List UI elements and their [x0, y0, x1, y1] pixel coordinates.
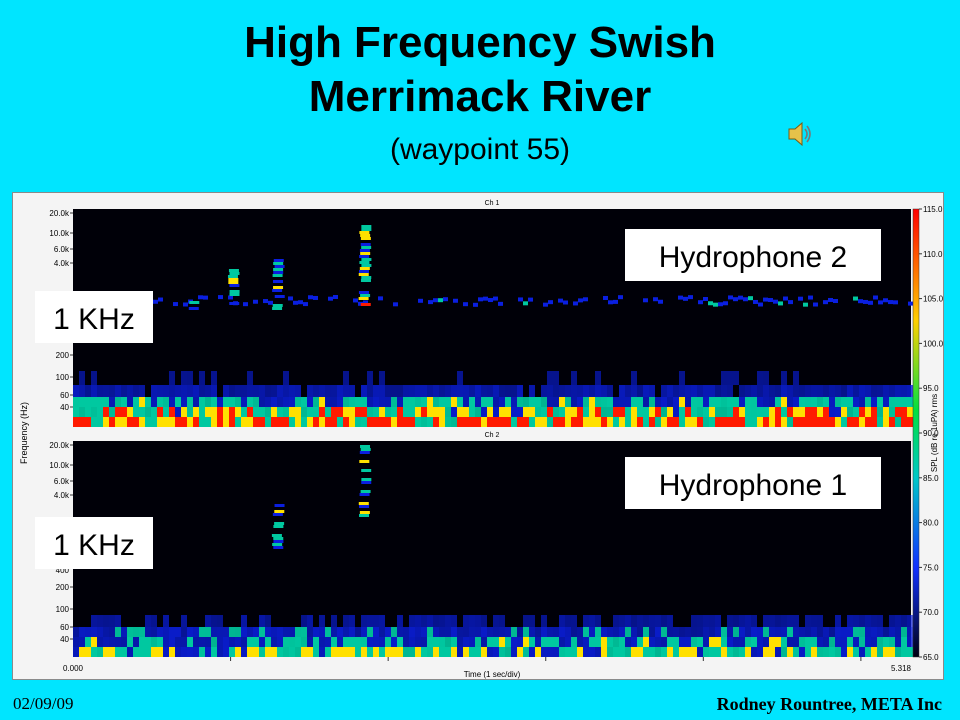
hydrophone-label-text: Hydrophone 2	[659, 241, 847, 274]
y-axis-label: Frequency (Hz)	[19, 402, 29, 464]
y-tick-label: 400	[56, 566, 70, 575]
y-tick-label: 40	[60, 403, 69, 412]
colorbar-label: SPL (dB re 1uPA) rms	[930, 394, 939, 472]
channel-label: Ch 2	[485, 432, 500, 439]
hydrophone-label: Hydrophone 2	[625, 229, 881, 281]
spectrogram-events	[188, 225, 372, 310]
y-tick-label: 10.0k	[49, 461, 70, 470]
channel-label: Ch 1	[485, 200, 500, 207]
hydrophone-label: Hydrophone 1	[625, 457, 881, 509]
colorbar-tick-label: 105.0	[923, 295, 943, 304]
y-tick-label: 200	[56, 583, 70, 592]
x-tick-label: 5.318	[891, 664, 912, 673]
colorbar-tick-label: 80.0	[923, 519, 939, 528]
frequency-marker-text: 1 KHz	[53, 529, 135, 562]
x-axis-label: Time (1 sec/div)	[464, 670, 521, 679]
hydrophone-label-text: Hydrophone 1	[659, 469, 847, 502]
hydrophone-label-box	[625, 229, 881, 281]
spectrogram-cells	[73, 295, 913, 427]
slide-title-location: Merrimack River	[308, 72, 652, 121]
colorbar	[912, 208, 920, 658]
colorbar-tick-label: 115.0	[923, 205, 943, 214]
y-tick-label: 4.0k	[54, 491, 70, 500]
y-tick-label: 6.0k	[54, 245, 70, 254]
y-tick-label: 20.0k	[49, 209, 70, 218]
y-tick-label: 200	[56, 351, 70, 360]
slide-author: Rodney Rountree, META Inc	[716, 694, 942, 714]
y-tick-label: 4.0k	[54, 259, 70, 268]
hydrophone-label-box	[625, 457, 881, 509]
slide-title: High Frequency Swish	[244, 18, 716, 67]
y-tick-label: 60	[60, 623, 69, 632]
frequency-marker-box	[35, 517, 153, 569]
colorbar-tick-label: 90.0	[923, 429, 939, 438]
x-tick-label: 0.000	[63, 664, 84, 673]
frequency-marker-text: 1 KHz	[53, 303, 135, 336]
frequency-marker: 1 KHz	[35, 517, 153, 569]
frequency-marker: 1 KHz	[35, 291, 153, 343]
y-tick-label: 60	[60, 391, 69, 400]
y-tick-label: 6.0k	[54, 477, 70, 486]
frequency-marker-box	[35, 291, 153, 343]
slide-subtitle: (waypoint 55)	[389, 133, 571, 166]
y-tick-label: 100	[56, 605, 70, 614]
colorbar-tick-label: 65.0	[923, 653, 939, 662]
spectrogram-panel: Ch 1 20.0k 10.0k 6.0k 4.0k 200 100 60 40 Hydropho…	[12, 192, 944, 680]
colorbar-tick-label: 110.0	[923, 250, 943, 259]
speaker-icon[interactable]	[787, 120, 813, 148]
colorbar-tick-label: 70.0	[923, 608, 939, 617]
spectrogram-events	[271, 445, 372, 549]
colorbar-tick-label: 100.0	[923, 339, 943, 348]
colorbar-tick-label: 75.0	[923, 563, 939, 572]
slide-date: 02/09/09	[13, 694, 74, 713]
y-tick-label: 40	[60, 635, 69, 644]
colorbar-tick-label: 85.0	[923, 474, 939, 483]
spectrogram-cells	[73, 615, 913, 657]
spectrogram-chart: Ch 1 20.0k 10.0k 6.0k 4.0k 200 100 60 40 Hydropho…	[19, 200, 943, 679]
colorbar-tick-label: 95.0	[923, 384, 939, 393]
y-tick-label: 100	[56, 373, 70, 382]
y-tick-label: 20.0k	[49, 441, 70, 450]
y-tick-label: 10.0k	[49, 229, 70, 238]
